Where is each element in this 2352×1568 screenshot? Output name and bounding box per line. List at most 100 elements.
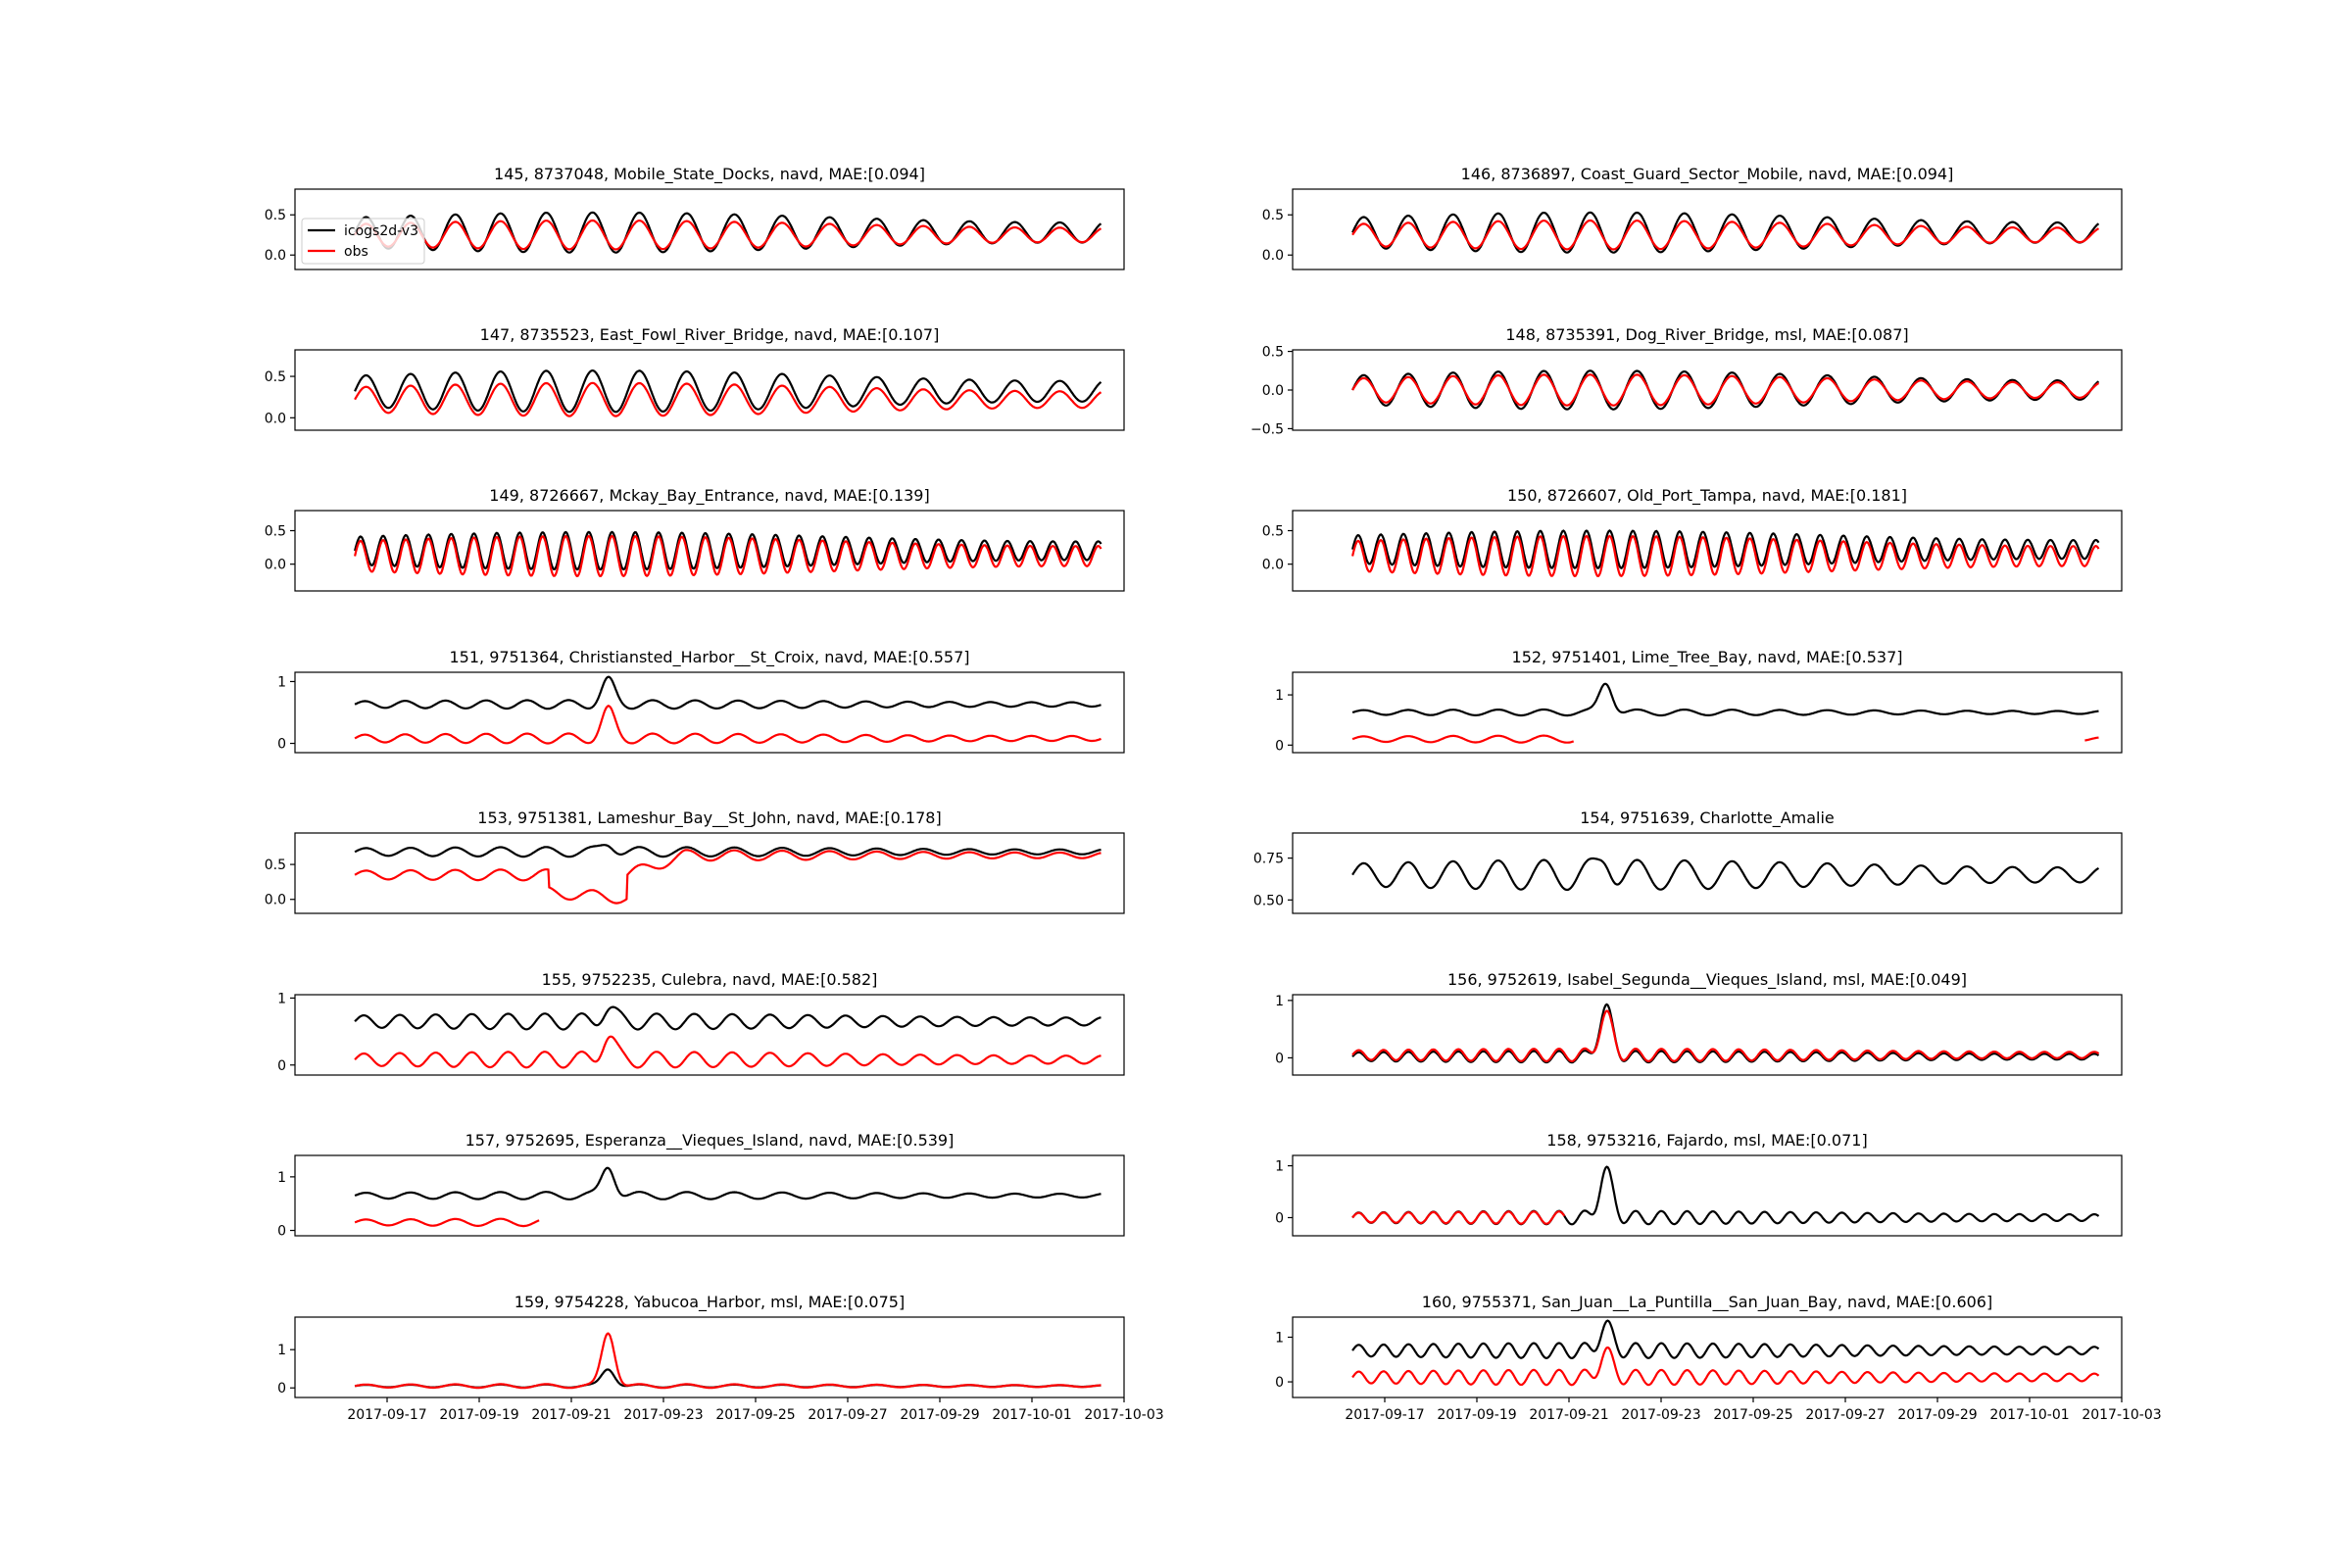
y-tick-label: 0: [1275, 1375, 1284, 1391]
x-tick-label: 2017-09-19: [439, 1407, 518, 1423]
axes-frame: [1292, 510, 2123, 592]
x-tick-label: 2017-10-03: [1084, 1407, 1163, 1423]
panel-title: 154, 9751639, Charlotte_Amalie: [1580, 808, 1835, 828]
y-tick-label: 1: [277, 991, 286, 1006]
panel-4: 148, 8735391, Dog_River_Bridge, msl, MAE…: [1250, 325, 2123, 437]
y-tick-label: 0.75: [1253, 852, 1284, 867]
panel-title: 148, 8735391, Dog_River_Bridge, msl, MAE…: [1505, 325, 1908, 345]
series-line-model: [1351, 682, 2099, 717]
panel-10: 154, 9751639, Charlotte_Amalie 0.50 0.75: [1253, 808, 2123, 914]
y-tick-label: 0.0: [1262, 558, 1284, 573]
x-tick-label: 2017-09-27: [808, 1407, 887, 1423]
x-tick-label: 2017-09-25: [715, 1407, 795, 1423]
panel-title: 158, 9753216, Fajardo, msl, MAE:[0.071]: [1546, 1131, 1867, 1150]
y-tick-label: 1: [1275, 994, 1284, 1009]
x-tick-label: 2017-09-29: [1897, 1407, 1977, 1423]
series-line-obs: [354, 1217, 540, 1228]
axes-frame: [1292, 832, 2123, 914]
series-line-obs: [1351, 1009, 2100, 1063]
axes-frame: [294, 1316, 1125, 1398]
y-tick-label: 0: [1275, 738, 1284, 754]
y-tick-label: 0.0: [1262, 248, 1284, 264]
x-tick-label: 2017-10-01: [992, 1407, 1071, 1423]
panel-1: 145, 8737048, Mobile_State_Docks, navd, …: [265, 165, 1125, 270]
series-line-obs: [354, 705, 1102, 745]
y-tick-label: 0.5: [1262, 345, 1284, 361]
axes-frame: [294, 671, 1125, 754]
y-tick-label: 0.0: [265, 248, 286, 264]
panel-title: 153, 9751381, Lameshur_Bay__St_John, nav…: [477, 808, 941, 828]
panel-12: 156, 9752619, Isabel_Segunda__Vieques_Is…: [1275, 970, 2123, 1076]
y-tick-label: −0.5: [1250, 421, 1284, 437]
axes-frame: [294, 832, 1125, 914]
panel-3: 147, 8735523, East_Fowl_River_Bridge, na…: [265, 325, 1125, 431]
y-tick-label: 0: [1275, 1210, 1284, 1226]
axes-frame: [1292, 1154, 2123, 1237]
y-tick-label: 1: [277, 1170, 286, 1186]
x-tick-label: 2017-09-23: [1621, 1407, 1700, 1423]
y-tick-label: 0: [277, 1381, 286, 1396]
panel-title: 155, 9752235, Culebra, navd, MAE:[0.582]: [542, 970, 878, 989]
y-tick-label: 0.5: [265, 369, 286, 385]
series-line-obs: [1351, 1346, 2100, 1387]
series-line-obs: [1351, 534, 2100, 578]
x-tick-label: 2017-09-17: [1345, 1407, 1424, 1423]
x-tick-label: 2017-09-19: [1437, 1407, 1516, 1423]
y-tick-label: 1: [1275, 688, 1284, 704]
y-tick-label: 1: [277, 674, 286, 690]
x-tick-label: 2017-09-17: [347, 1407, 426, 1423]
series-line-obs: [354, 1332, 1102, 1390]
y-tick-label: 0: [277, 1224, 286, 1240]
series-line-model: [354, 211, 1102, 254]
axes-frame: [1292, 994, 2123, 1076]
panel-7: 151, 9751364, Christiansted_Harbor__St_C…: [277, 648, 1125, 754]
x-tick-label: 2017-10-03: [2082, 1407, 2161, 1423]
y-tick-label: 0.5: [1262, 208, 1284, 223]
axes-frame: [1292, 188, 2123, 270]
panel-title: 156, 9752619, Isabel_Segunda__Vieques_Is…: [1447, 970, 1967, 990]
panel-14: 158, 9753216, Fajardo, msl, MAE:[0.071] 0…: [1275, 1131, 2123, 1237]
legend: icogs2d-v3 obs: [301, 218, 425, 265]
series-line-model: [354, 1166, 1102, 1200]
panel-6: 150, 8726607, Old_Port_Tampa, navd, MAE:…: [1262, 486, 2123, 592]
legend-label: obs: [344, 244, 368, 260]
panel-13: 157, 9752695, Esperanza__Vieques_Island,…: [277, 1131, 1125, 1240]
panel-9: 153, 9751381, Lameshur_Bay__St_John, nav…: [265, 808, 1125, 914]
panel-title: 146, 8736897, Coast_Guard_Sector_Mobile,…: [1461, 165, 1954, 184]
y-tick-label: 1: [1275, 1159, 1284, 1175]
panel-2: 146, 8736897, Coast_Guard_Sector_Mobile,…: [1262, 165, 2123, 270]
series-line-model: [1351, 1319, 2100, 1360]
panel-16: 160, 9755371, San_Juan__La_Puntilla__San…: [1275, 1293, 2162, 1423]
series-line-model: [354, 675, 1102, 710]
series-line-obs: [2084, 736, 2099, 742]
series-line-obs: [354, 534, 1102, 578]
panel-11: 155, 9752235, Culebra, navd, MAE:[0.582]…: [277, 970, 1125, 1076]
series-line-model: [354, 844, 1102, 858]
y-tick-label: 0.0: [265, 893, 286, 908]
series-line-obs: [354, 1035, 1102, 1069]
x-tick-label: 2017-09-29: [900, 1407, 979, 1423]
axes-frame: [294, 994, 1125, 1076]
axes-frame: [294, 510, 1125, 592]
series-line-model: [1351, 857, 2100, 892]
y-tick-label: 1: [277, 1343, 286, 1358]
panel-title: 145, 8737048, Mobile_State_Docks, navd, …: [494, 165, 925, 184]
axes-frame: [1292, 1316, 2123, 1398]
x-tick-label: 2017-09-21: [531, 1407, 611, 1423]
y-tick-label: 0.50: [1253, 893, 1284, 908]
x-tick-label: 2017-09-23: [623, 1407, 703, 1423]
panel-title: 160, 9755371, San_Juan__La_Puntilla__San…: [1422, 1293, 1992, 1312]
x-tick-label: 2017-09-25: [1713, 1407, 1792, 1423]
y-tick-label: 0: [1275, 1051, 1284, 1066]
y-tick-label: 0.0: [265, 558, 286, 573]
series-line-obs: [354, 381, 1102, 417]
series-line-obs: [1351, 219, 2100, 251]
series-line-model: [354, 1005, 1102, 1031]
panel-5: 149, 8726667, Mckay_Bay_Entrance, navd, …: [265, 486, 1125, 592]
y-tick-label: 0.0: [1262, 383, 1284, 399]
y-tick-label: 0.5: [1262, 524, 1284, 540]
panel-15: 159, 9754228, Yabucoa_Harbor, msl, MAE:[…: [277, 1293, 1164, 1423]
y-tick-label: 0.5: [265, 524, 286, 540]
y-tick-label: 0: [277, 1058, 286, 1074]
